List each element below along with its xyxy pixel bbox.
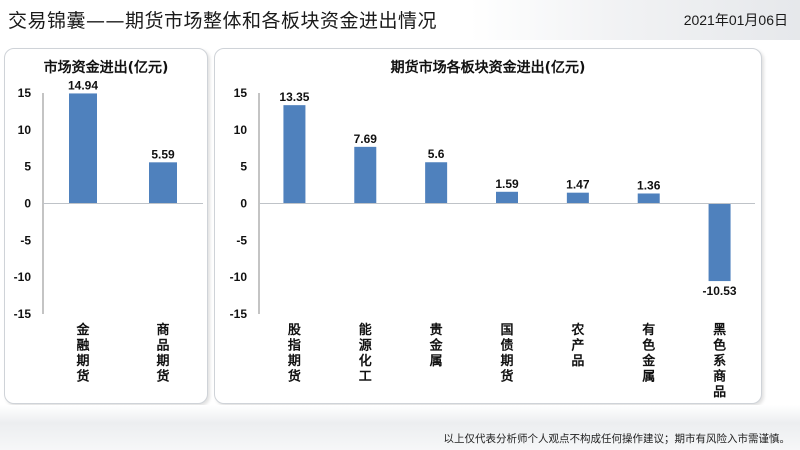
market-flow-chart: 15 10 5 0 -5 -10 -15 14.94 金融期货 5.59 商品期货 bbox=[14, 78, 203, 385]
data-label: 1.47 bbox=[566, 178, 590, 192]
category-label: 金融期货 bbox=[75, 322, 90, 385]
header: 交易锦囊——期货市场整体和各板块资金进出情况 2021年01月06日 bbox=[0, 0, 800, 40]
page-title: 交易锦囊——期货市场整体和各板块资金进出情况 bbox=[8, 10, 438, 32]
category-label: 国债期货 bbox=[500, 323, 513, 385]
market-flow-panel: 市场资金进出(亿元) 15 10 5 0 -5 -10 -15 14.94 金融期货 5.59 商品… bbox=[4, 48, 208, 404]
bar bbox=[708, 203, 731, 282]
y-tick-label: -10 bbox=[14, 270, 32, 284]
footer-decoration bbox=[0, 405, 800, 450]
bar bbox=[637, 193, 660, 204]
chart-title: 市场资金进出(亿元) bbox=[43, 60, 169, 76]
y-tick-label: 10 bbox=[18, 123, 32, 137]
category-label: 能源化工 bbox=[359, 322, 372, 385]
header-decoration bbox=[470, 0, 800, 40]
category-label: 农产品 bbox=[570, 322, 584, 369]
y-tick-label: 15 bbox=[18, 86, 32, 100]
bar bbox=[425, 162, 448, 204]
category-label: 商品期货 bbox=[156, 322, 169, 385]
category-label: 贵金属 bbox=[429, 322, 444, 369]
data-label: 7.69 bbox=[354, 132, 378, 146]
y-tick-label: 0 bbox=[24, 197, 31, 211]
category-label: 股指期货 bbox=[288, 323, 301, 385]
category-label: 黑色系商品 bbox=[713, 323, 726, 400]
y-tick-label: 5 bbox=[240, 160, 247, 174]
y-tick-label: 15 bbox=[234, 86, 248, 100]
bar bbox=[354, 146, 377, 204]
sector-flow-panel: 期货市场各板块资金进出(亿元) 15 10 5 0 -5 -10 -15 13.35 股指期货 7… bbox=[214, 48, 762, 404]
disclaimer: 以上仅代表分析师个人观点不构成任何操作建议；期市有风险入市需谨慎。 bbox=[443, 433, 791, 445]
report-date: 2021年01月06日 bbox=[683, 12, 788, 28]
data-label: 5.6 bbox=[428, 147, 445, 161]
y-tick-label: -5 bbox=[236, 233, 247, 247]
data-label: 13.35 bbox=[279, 90, 309, 104]
y-tick-label: 10 bbox=[234, 123, 248, 137]
y-tick-label: -15 bbox=[230, 307, 248, 321]
bar bbox=[283, 105, 306, 204]
y-tick-label: -5 bbox=[20, 233, 31, 247]
bar bbox=[496, 191, 518, 204]
data-label: 1.36 bbox=[637, 178, 661, 192]
bar bbox=[149, 162, 177, 204]
data-label: 5.59 bbox=[151, 147, 175, 161]
data-label: 1.59 bbox=[495, 177, 519, 191]
chart-title: 期货市场各板块资金进出(亿元) bbox=[390, 60, 586, 76]
y-tick-label: 5 bbox=[24, 160, 31, 174]
bar bbox=[69, 93, 97, 204]
data-label: -10.53 bbox=[703, 284, 737, 298]
data-label: 14.94 bbox=[68, 78, 98, 92]
sector-flow-chart: 15 10 5 0 -5 -10 -15 13.35 股指期货 7.69 能源化工 5.6 贵金属 1.5… bbox=[230, 86, 755, 400]
y-tick-label: -15 bbox=[14, 307, 32, 321]
bar bbox=[566, 192, 589, 204]
category-label: 有色金属 bbox=[641, 322, 656, 385]
y-tick-label: -10 bbox=[230, 270, 248, 284]
y-tick-label: 0 bbox=[240, 197, 247, 211]
